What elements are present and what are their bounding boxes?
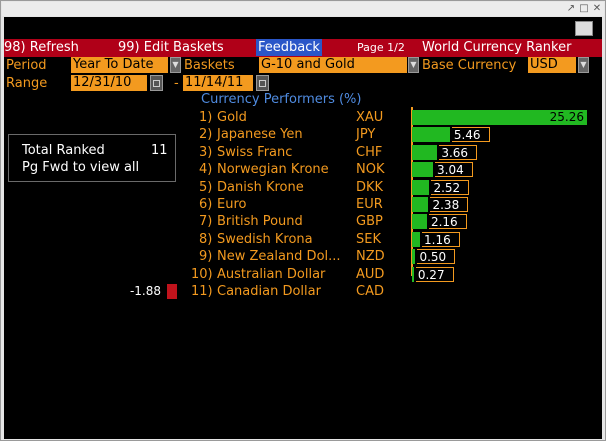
performance-bar — [412, 231, 421, 247]
performance-bar — [412, 266, 414, 282]
baskets-dropdown-icon[interactable]: ▼ — [408, 57, 419, 73]
currency-code: SEK — [356, 231, 381, 247]
currency-rank: 1) — [199, 110, 213, 125]
performance-bar — [412, 110, 587, 125]
currency-code: JPY — [356, 127, 376, 143]
export-icon[interactable] — [575, 21, 593, 36]
page-title: World Currency Ranker — [422, 40, 572, 55]
period-select[interactable]: Year To Date — [71, 57, 168, 73]
currency-rank: 9) — [199, 249, 213, 265]
baskets-label: Baskets — [184, 58, 235, 73]
currency-rank: 8) — [199, 231, 213, 247]
currency-name[interactable]: Gold — [217, 110, 247, 125]
currency-rank: 5) — [199, 179, 213, 195]
value-label: 0.27 — [415, 266, 454, 282]
popout-icon[interactable]: ↗ — [566, 3, 576, 14]
currency-code: NZD — [356, 249, 385, 265]
period-dropdown-icon[interactable]: ▼ — [170, 57, 181, 73]
chart-title: Currency Performers (%) — [201, 92, 362, 107]
performance-bar — [412, 214, 427, 230]
performance-bar — [412, 162, 434, 178]
currency-name[interactable]: Canadian Dollar — [217, 284, 321, 299]
currency-rank: 3) — [199, 144, 213, 160]
currency-code: DKK — [356, 179, 384, 195]
currency-name[interactable]: Swiss Franc — [217, 144, 293, 160]
currency-name[interactable]: Danish Krone — [217, 179, 304, 195]
currency-code: EUR — [356, 197, 383, 212]
range-label: Range — [6, 76, 48, 91]
currency-name[interactable]: New Zealand Dol... — [217, 249, 341, 265]
range-start-field[interactable]: 12/31/10 — [71, 75, 147, 91]
feedback-button[interactable]: Feedback — [256, 39, 322, 56]
refresh-button[interactable]: 98) Refresh — [4, 40, 79, 55]
base-currency-select[interactable]: USD — [528, 57, 576, 73]
edit-baskets-button[interactable]: 99) Edit Baskets — [118, 40, 224, 55]
currency-code: CHF — [356, 144, 383, 160]
page-forward-hint: Pg Fwd to view all — [22, 160, 140, 175]
value-label: 2.16 — [428, 214, 467, 230]
performance-bar — [412, 127, 450, 143]
value-label: 1.16 — [422, 231, 461, 247]
currency-name[interactable]: Australian Dollar — [217, 266, 326, 282]
total-ranked-label: Total Ranked — [22, 143, 105, 158]
base-currency-label: Base Currency — [422, 58, 517, 73]
value-label: 5.46 — [451, 127, 490, 143]
currency-name[interactable]: Euro — [217, 197, 247, 212]
currency-rank: 4) — [199, 162, 213, 178]
range-end-field[interactable]: 11/14/11 — [183, 75, 253, 91]
value-label: 0.50 — [417, 249, 456, 265]
period-label: Period — [6, 58, 47, 73]
currency-rank: 6) — [199, 197, 213, 212]
baskets-select[interactable]: G-10 and Gold — [259, 57, 407, 73]
total-ranked-value: 11 — [151, 143, 168, 158]
currency-code: NOK — [356, 162, 385, 178]
currency-code: XAU — [356, 110, 384, 125]
window-titlebar: ↗ □ ✕ — [2, 2, 604, 16]
value-label: 3.04 — [435, 162, 474, 178]
calendar-icon[interactable] — [150, 75, 163, 91]
performance-bar — [412, 249, 416, 265]
base-currency-dropdown-icon[interactable]: ▼ — [578, 57, 589, 73]
performance-bar — [167, 284, 177, 299]
range-separator: - — [174, 76, 179, 91]
currency-rank: 2) — [199, 127, 213, 143]
value-label: 25.26 — [549, 110, 584, 124]
value-label: 2.38 — [430, 197, 469, 212]
page-indicator: Page 1/2 — [357, 41, 405, 54]
currency-name[interactable]: Norwegian Krone — [217, 162, 329, 178]
currency-code: GBP — [356, 214, 383, 230]
currency-rank: 7) — [199, 214, 213, 230]
value-label: -1.88 — [129, 284, 161, 298]
summary-panel: Total Ranked 11 Pg Fwd to view all — [8, 134, 176, 182]
maximize-icon[interactable]: □ — [579, 3, 589, 14]
terminal-screen: 98) Refresh 99) Edit Baskets Feedback Pa… — [4, 17, 602, 439]
currency-name[interactable]: Japanese Yen — [217, 127, 303, 143]
currency-name[interactable]: British Pound — [217, 214, 303, 230]
currency-rank: 10) — [191, 266, 213, 282]
currency-code: CAD — [356, 284, 384, 299]
close-icon[interactable]: ✕ — [592, 3, 602, 14]
performance-bar — [412, 179, 430, 195]
performance-bar — [412, 144, 438, 160]
currency-name[interactable]: Swedish Krona — [217, 231, 313, 247]
value-label: 2.52 — [431, 179, 470, 195]
currency-rank: 11) — [191, 284, 213, 299]
performance-bar — [412, 197, 429, 212]
currency-code: AUD — [356, 266, 385, 282]
calendar-icon[interactable] — [256, 75, 269, 91]
toolbar: 98) Refresh 99) Edit Baskets Feedback Pa… — [4, 39, 602, 57]
value-label: 3.66 — [439, 144, 478, 160]
